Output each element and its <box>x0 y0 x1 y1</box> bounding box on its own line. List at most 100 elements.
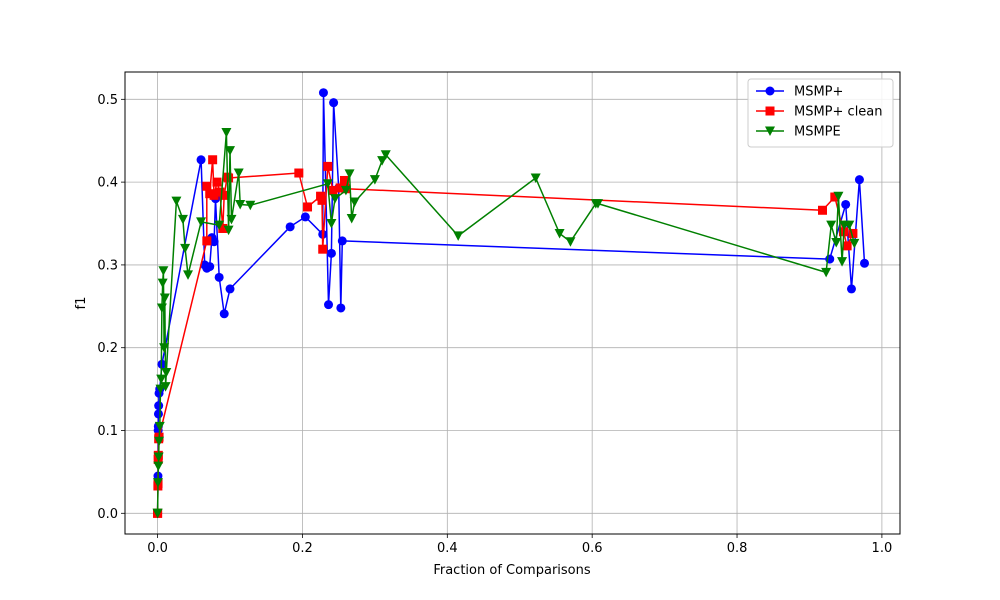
data-point <box>565 237 576 247</box>
data-point <box>335 183 345 193</box>
data-point <box>300 212 310 222</box>
data-point <box>177 214 188 225</box>
data-point <box>209 237 219 247</box>
data-point <box>219 309 229 319</box>
data-point <box>336 303 346 313</box>
data-point <box>318 244 328 254</box>
y-tick-label: 0.5 <box>97 93 118 108</box>
data-point <box>219 190 229 200</box>
data-point <box>158 266 169 276</box>
data-point <box>849 238 860 249</box>
data-point <box>592 199 603 209</box>
data-point <box>223 225 234 236</box>
data-point <box>171 196 182 207</box>
data-point <box>285 222 295 232</box>
data-point <box>226 214 237 225</box>
data-point <box>337 236 347 246</box>
data-point <box>156 303 167 313</box>
data-point <box>329 98 339 108</box>
legend: MSMP+ MSMP+ clean MSMPE <box>747 78 894 148</box>
data-point <box>326 248 336 258</box>
data-point <box>224 173 234 183</box>
data-point <box>154 421 165 432</box>
data-point <box>205 262 215 272</box>
data-point <box>554 228 565 239</box>
data-point <box>155 384 166 395</box>
data-point <box>323 161 333 171</box>
data-point <box>160 382 171 392</box>
series-2 <box>152 127 860 519</box>
data-point <box>294 168 304 178</box>
data-point <box>831 238 842 248</box>
data-point <box>245 200 256 211</box>
y-tick-label: 0.4 <box>97 176 118 191</box>
data-point <box>841 199 851 209</box>
y-tick-label: 0.3 <box>97 258 118 273</box>
legend-label: MSMP+ clean <box>794 105 883 120</box>
x-tick-label: 0.6 <box>582 541 603 556</box>
data-point <box>214 220 225 231</box>
data-point <box>212 177 222 187</box>
data-point <box>344 169 355 179</box>
data-point <box>854 175 864 185</box>
data-point <box>322 179 333 189</box>
data-point <box>180 243 191 254</box>
data-point <box>218 223 228 233</box>
data-point <box>159 293 170 304</box>
data-point <box>221 127 232 138</box>
data-point <box>860 258 870 268</box>
data-point <box>235 199 246 210</box>
data-point <box>225 284 235 294</box>
data-point <box>369 175 380 185</box>
data-point <box>318 88 328 98</box>
data-point <box>340 185 351 196</box>
data-point <box>156 374 167 385</box>
x-tick-label: 0.2 <box>292 541 313 556</box>
data-point <box>380 150 391 160</box>
data-point <box>183 270 194 280</box>
data-point <box>153 461 164 472</box>
data-point <box>303 202 313 212</box>
data-point <box>161 368 172 378</box>
data-point <box>157 278 168 289</box>
legend-swatch-marker <box>765 106 775 116</box>
data-point <box>818 205 827 215</box>
data-point <box>826 220 837 231</box>
legend-label: MSMPE <box>794 125 841 140</box>
y-tick-label: 0.2 <box>97 341 118 356</box>
legend-label: MSMP+ <box>794 85 843 100</box>
data-point <box>324 300 334 310</box>
plot-frame <box>124 71 901 535</box>
data-point <box>530 173 541 183</box>
data-point <box>202 236 212 246</box>
data-point <box>837 257 848 267</box>
data-point <box>153 452 164 462</box>
data-point <box>377 156 388 166</box>
data-point <box>349 197 360 207</box>
data-point <box>821 267 832 278</box>
data-point <box>848 228 858 238</box>
data-point <box>154 401 164 411</box>
x-tick-label: 1.0 <box>872 541 893 556</box>
data-point <box>196 217 207 227</box>
data-point <box>152 508 163 519</box>
data-point <box>330 194 341 204</box>
data-point <box>202 181 212 191</box>
data-point <box>159 343 170 353</box>
legend-box <box>747 78 894 148</box>
data-point <box>842 241 852 251</box>
grid-lines <box>125 72 900 534</box>
data-point <box>154 436 165 447</box>
legend-swatch-marker <box>765 126 775 136</box>
x-tick-label: 0.8 <box>727 541 748 556</box>
x-tick-label: 0.0 <box>147 541 168 556</box>
data-point <box>346 214 357 224</box>
legend-swatch-marker <box>765 86 775 96</box>
data-point <box>317 195 327 205</box>
data-point <box>209 190 219 200</box>
y-tick-label: 0.1 <box>97 424 118 439</box>
y-tick-label: 0.0 <box>97 507 118 522</box>
plot-series <box>152 88 870 519</box>
data-point <box>233 168 244 179</box>
